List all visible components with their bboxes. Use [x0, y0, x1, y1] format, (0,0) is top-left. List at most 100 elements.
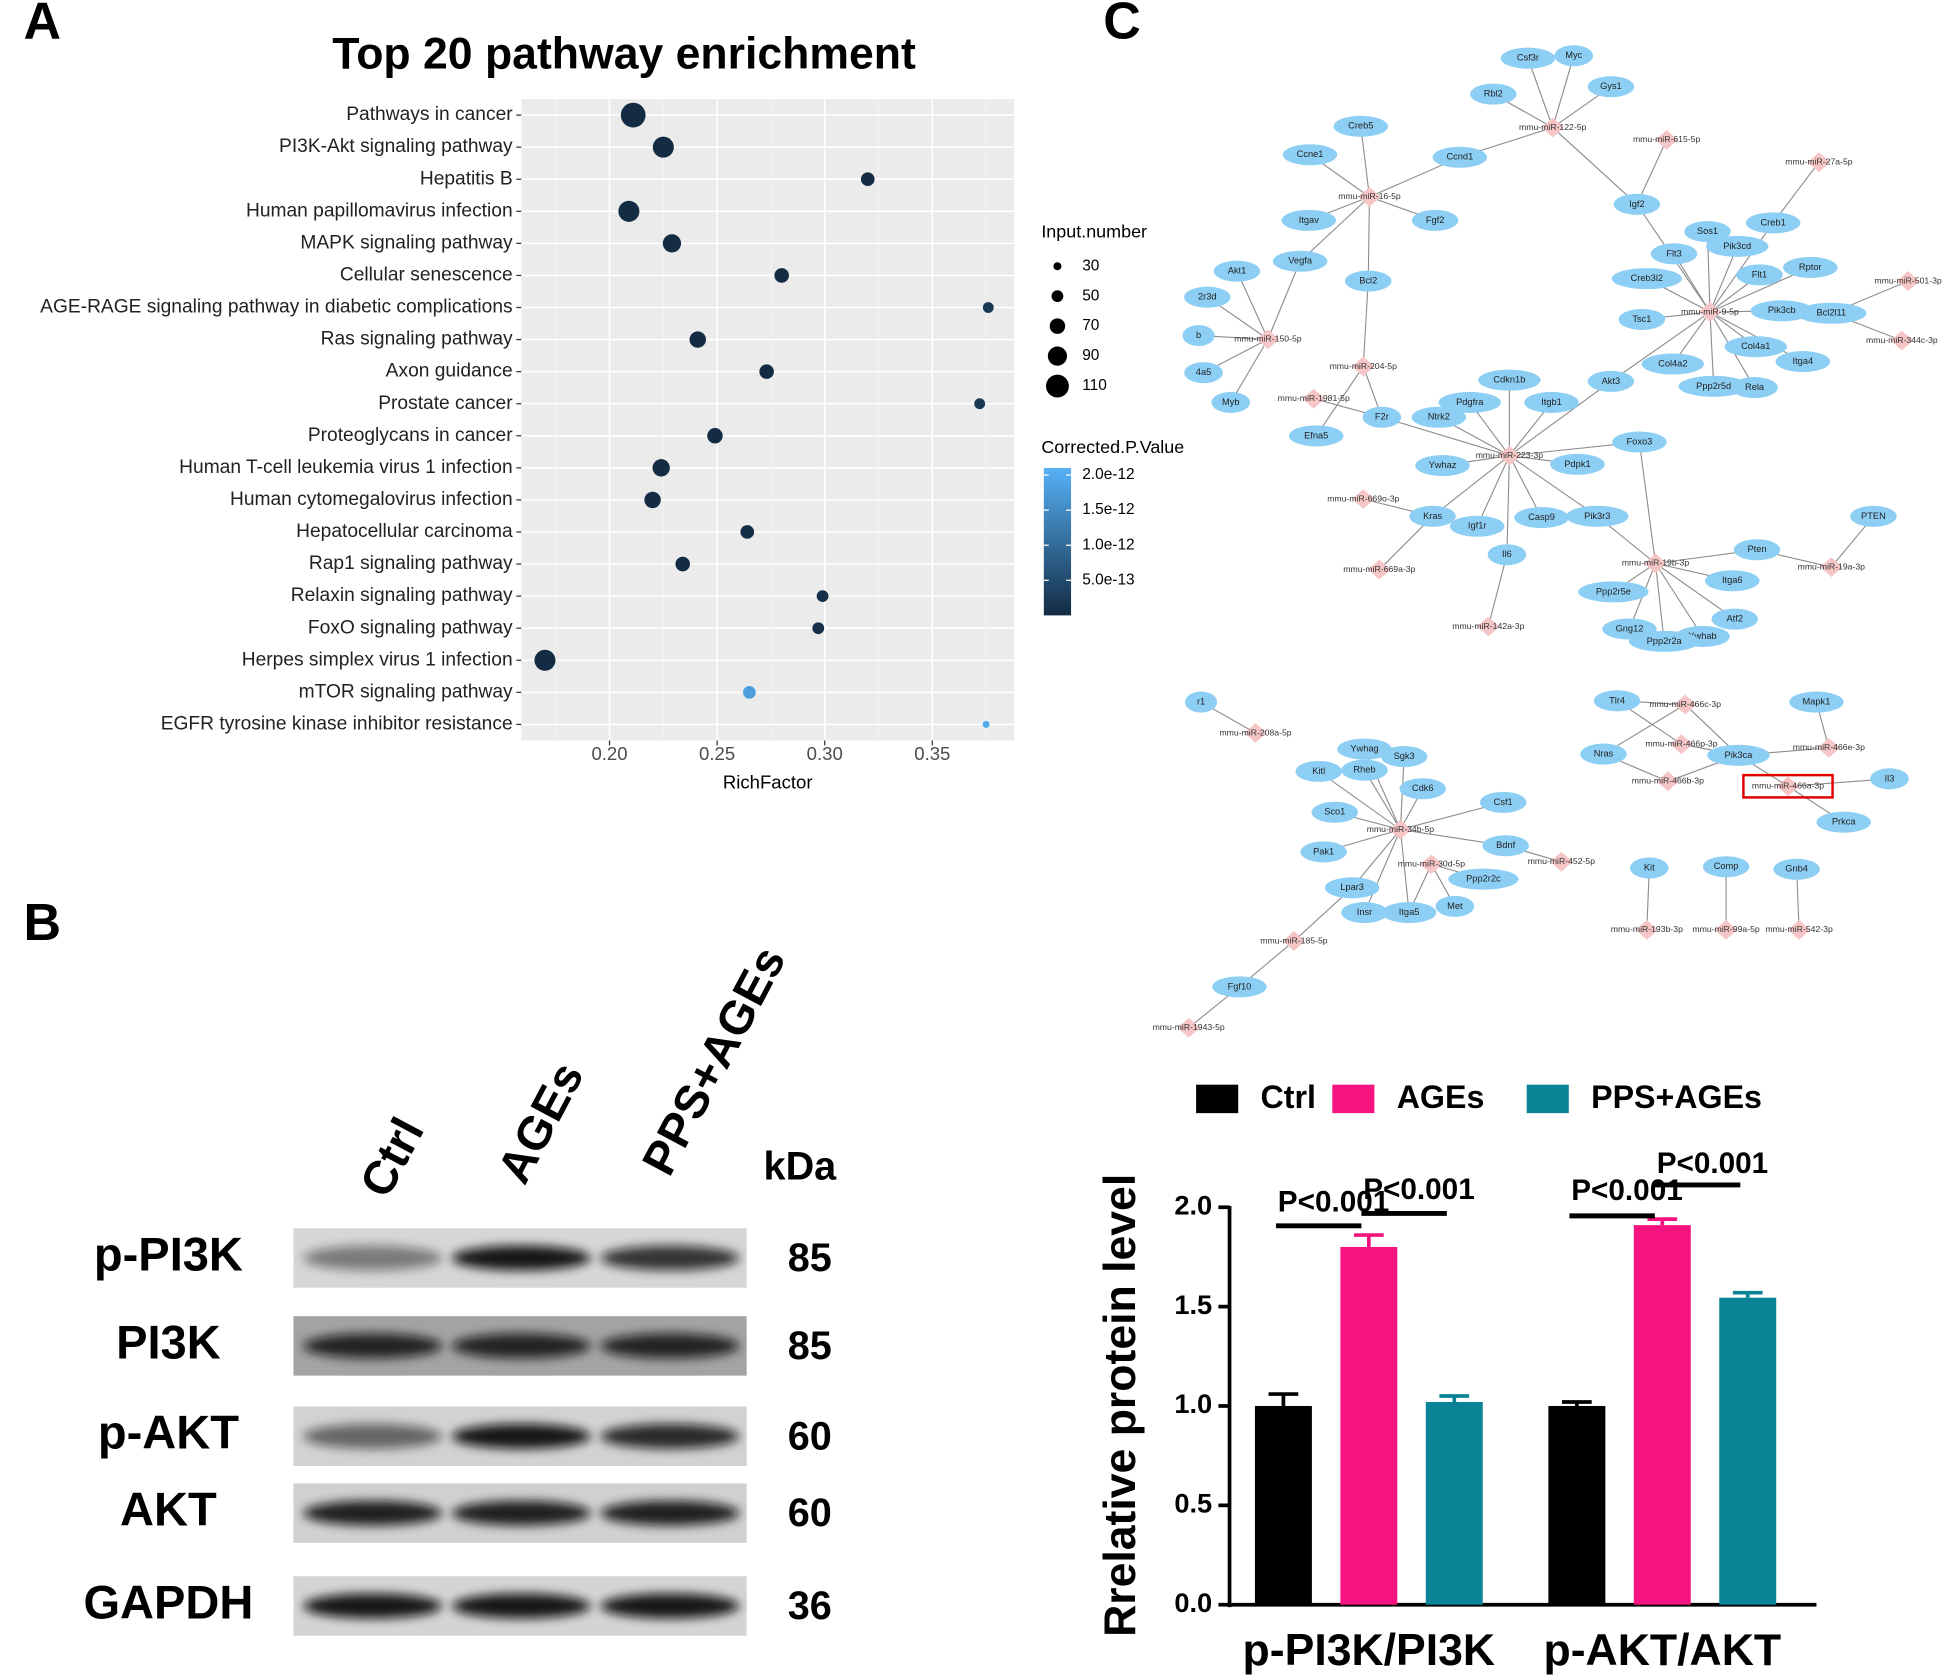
gene-label: Sgk3 [1394, 751, 1415, 761]
gene-node [1578, 581, 1649, 603]
network-edge [1709, 311, 1715, 387]
legend-label: 30 [1082, 257, 1099, 274]
y-tick-label: Human cytomegalovirus infection [230, 489, 513, 510]
gene-node [1705, 570, 1760, 592]
gene-node [1524, 391, 1579, 413]
gene-node [1773, 858, 1820, 880]
row-label: p-AKT [98, 1406, 239, 1459]
gene-node [1711, 608, 1759, 630]
gene-label: Csf3r [1517, 53, 1539, 63]
mirna-node [1420, 854, 1443, 875]
dot [816, 590, 829, 603]
gene-label: Ywhab [1688, 631, 1716, 641]
network-edge [1487, 554, 1508, 627]
gene-label: Csf1 [1494, 797, 1513, 807]
gene-node [1184, 691, 1218, 713]
gene-label: Il3 [1885, 773, 1895, 783]
mirna-label: mmu-miR-99a-5p [1692, 924, 1760, 934]
network-edge [1299, 196, 1370, 262]
gene-node [1478, 369, 1541, 391]
gene-label: Itga6 [1722, 575, 1743, 585]
gene-node [1593, 690, 1641, 712]
y-tick-label: Cellular senescence [340, 265, 513, 286]
gene-node [1724, 336, 1787, 358]
legend-label: 110 [1082, 377, 1107, 394]
gene-node [1272, 250, 1328, 272]
dot [707, 428, 723, 444]
dot [620, 102, 646, 128]
gene-node [1411, 406, 1467, 428]
dot [740, 525, 755, 539]
network-edge [1476, 455, 1510, 527]
network-edge [1318, 770, 1401, 831]
dot [534, 649, 556, 671]
dot [689, 331, 706, 348]
gene-label: Casp9 [1528, 512, 1555, 522]
gene-node [1438, 391, 1501, 413]
blot-band [451, 1500, 591, 1526]
gene-label: Vegfa [1288, 256, 1313, 266]
y-tick-label: Hepatitis B [420, 168, 513, 189]
y-axis-title: Rrelative protein level [1096, 1174, 1145, 1637]
gene-label: Foxo3 [1627, 436, 1653, 446]
mirna-label: mmu-miR-16-5p [1338, 191, 1401, 201]
gene-node [1341, 902, 1388, 924]
mirna-label: mmu-miR-27a-5p [1785, 156, 1853, 166]
gene-label: Rbl2 [1484, 89, 1503, 99]
gene-node [1816, 811, 1871, 833]
gene-label: F2r [1375, 412, 1389, 422]
plot-panel [521, 99, 1015, 741]
panel-label: B [24, 894, 62, 952]
mirna-label: mmu-miR-1943-5p [1153, 1022, 1225, 1032]
gene-node [1211, 391, 1251, 413]
gene-label: Fgf10 [1228, 981, 1252, 991]
gene-node [1733, 539, 1781, 561]
mirna-node [1358, 186, 1381, 207]
mirna-label: mmu-miR-204-5p [1330, 361, 1398, 371]
gene-node [1337, 738, 1392, 760]
blot-band [451, 1333, 591, 1359]
mirna-node [1787, 919, 1811, 940]
mirna-node [1352, 489, 1375, 509]
mirna-node [1550, 851, 1573, 872]
annotation: P<0.001 [1571, 1174, 1683, 1207]
gene-node [1409, 505, 1456, 527]
network-edge [1772, 161, 1820, 224]
mirna-label: mmu-miR-185-5p [1260, 935, 1328, 945]
network-edge [1709, 246, 1738, 313]
x-tick-label: 0.30 [807, 743, 843, 764]
legend-swatch [1332, 1084, 1375, 1114]
mirna-label: mmu-miR-466e-3p [1793, 742, 1865, 752]
gene-node [1344, 270, 1392, 292]
chart-title: Top 20 pathway enrichment [332, 30, 916, 79]
gene-node [1184, 362, 1223, 384]
gene-node [1448, 868, 1519, 890]
dot [982, 302, 994, 313]
network-edge [1509, 455, 1598, 517]
colorbar-label: 2.0e-12 [1082, 466, 1134, 483]
colorbar-label: 1.5e-12 [1082, 501, 1134, 518]
gene-node [1783, 256, 1838, 278]
gene-label: Rheb [1353, 765, 1375, 775]
bar [1340, 1246, 1398, 1605]
gene-label: 4a5 [1196, 367, 1211, 377]
gene-node [1182, 325, 1215, 347]
gene-label: Rptor [1799, 262, 1822, 272]
gene-label: Sco1 [1324, 807, 1345, 817]
dot [974, 398, 986, 410]
gene-node [1641, 353, 1705, 375]
mirna-node [1776, 776, 1800, 797]
y-tick-label: FoxO signaling pathway [308, 617, 513, 638]
row-label: AKT [120, 1483, 217, 1536]
row-label: PI3K [116, 1315, 221, 1368]
row-label: p-PI3K [94, 1227, 243, 1280]
gene-node [1449, 515, 1505, 537]
mirna-label: mmu-miR-542-3p [1765, 924, 1833, 934]
y-tick-label: Axon guidance [386, 361, 513, 382]
gene-label: Pik3ca [1725, 750, 1754, 760]
gene-label: Cdkn1b [1493, 375, 1525, 385]
y-tick-label: Herpes simplex virus 1 infection [242, 649, 513, 670]
gene-label: Kras [1423, 511, 1442, 521]
mirna-label: mmu-miR-30d-5p [1398, 859, 1466, 869]
gene-node [1415, 455, 1470, 477]
